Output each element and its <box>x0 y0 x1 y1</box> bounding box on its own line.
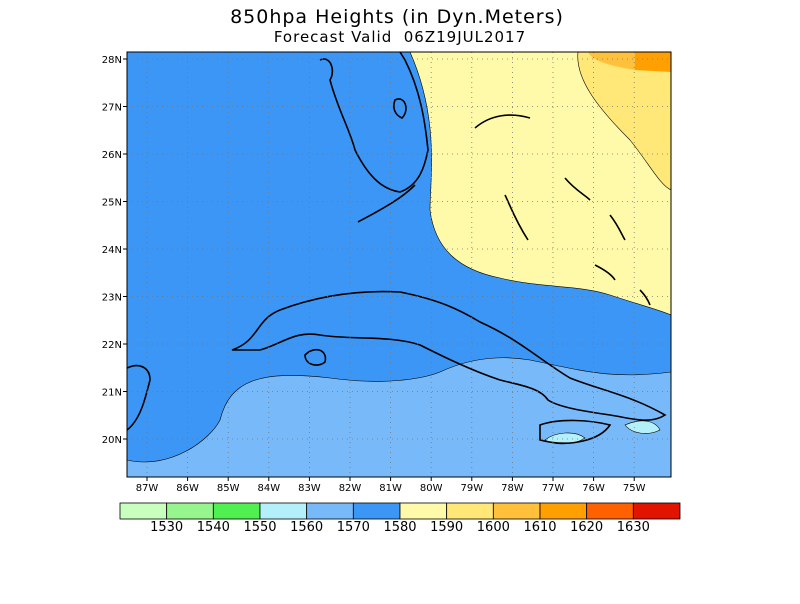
lon-label: 80W <box>420 483 443 494</box>
field-1550 <box>624 420 661 434</box>
lon-label: 81W <box>379 483 402 494</box>
coastline <box>127 364 151 431</box>
colorbar-box <box>306 502 354 520</box>
coastline <box>474 114 651 306</box>
colorbar-label: 1530 <box>150 520 183 535</box>
lat-label: 28N <box>102 55 122 66</box>
map-area <box>127 52 671 477</box>
lat-label: 25N <box>102 198 122 209</box>
colorbar-label: 1630 <box>617 520 650 535</box>
title: 850hpa Heights (in Dyn.Meters) <box>230 6 564 28</box>
coastline <box>304 348 327 366</box>
colorbar-box <box>399 502 448 520</box>
lon-label: 77W <box>542 483 565 494</box>
lat-label: 21N <box>102 388 122 399</box>
lat-label: 24N <box>102 245 122 256</box>
map-frame <box>126 51 672 478</box>
colorbar-box <box>352 502 401 520</box>
colorbar-box <box>166 502 214 520</box>
field-1610 <box>635 52 671 72</box>
lon-label: 78W <box>501 483 524 494</box>
lon-label: 84W <box>257 483 280 494</box>
colorbar-box <box>446 502 494 520</box>
colorbar-label: 1540 <box>197 520 230 535</box>
lat-label: 27N <box>102 103 122 114</box>
colorbar: 1530 1540 1550 1560 1570 1580 1590 1600 1610 1620… <box>119 502 681 535</box>
field-1580 <box>409 52 671 316</box>
lon-label: 75W <box>623 483 646 494</box>
coastline <box>393 98 407 119</box>
lon-label: 87W <box>136 483 159 494</box>
coastline <box>319 52 429 193</box>
lat-label: 22N <box>102 340 122 351</box>
colorbar-box <box>492 502 541 520</box>
coastline <box>539 419 612 444</box>
lat-label: 23N <box>102 293 122 304</box>
colorbar-label: 1610 <box>523 520 556 535</box>
colorbar-label: 1590 <box>430 520 463 535</box>
lon-label: 83W <box>298 483 321 494</box>
colorbar-label: 1620 <box>570 520 603 535</box>
lon-label: 85W <box>217 483 240 494</box>
colorbar-label: 1600 <box>477 520 510 535</box>
subtitle: Forecast Valid 06Z19JUL2017 <box>274 28 526 46</box>
lat-label: 26N <box>102 150 122 161</box>
field-1560 <box>127 357 671 477</box>
colorbar-box <box>212 502 261 520</box>
colorbar-label: 1570 <box>337 520 370 535</box>
lon-label: 86W <box>176 483 199 494</box>
lon-label: 76W <box>582 483 605 494</box>
coastline <box>357 184 416 223</box>
colorbar-label: 1550 <box>243 520 276 535</box>
lat-label: 20N <box>102 435 122 446</box>
colorbar-box <box>539 502 588 520</box>
lon-label: 79W <box>460 483 483 494</box>
colorbar-box <box>259 502 308 520</box>
coastline <box>231 290 667 421</box>
graticule: 28N 27N 26N 25N 24N 23N 22N 21N 20N 87W 86W 85W 84W 8… <box>102 52 671 494</box>
lon-label: 82W <box>339 483 362 494</box>
field-1590 <box>577 52 671 191</box>
colorbar-box <box>119 502 168 520</box>
colorbar-label: 1580 <box>383 520 416 535</box>
colorbar-label: 1560 <box>290 520 323 535</box>
colorbar-box <box>632 502 681 520</box>
colorbar-box <box>586 502 634 520</box>
